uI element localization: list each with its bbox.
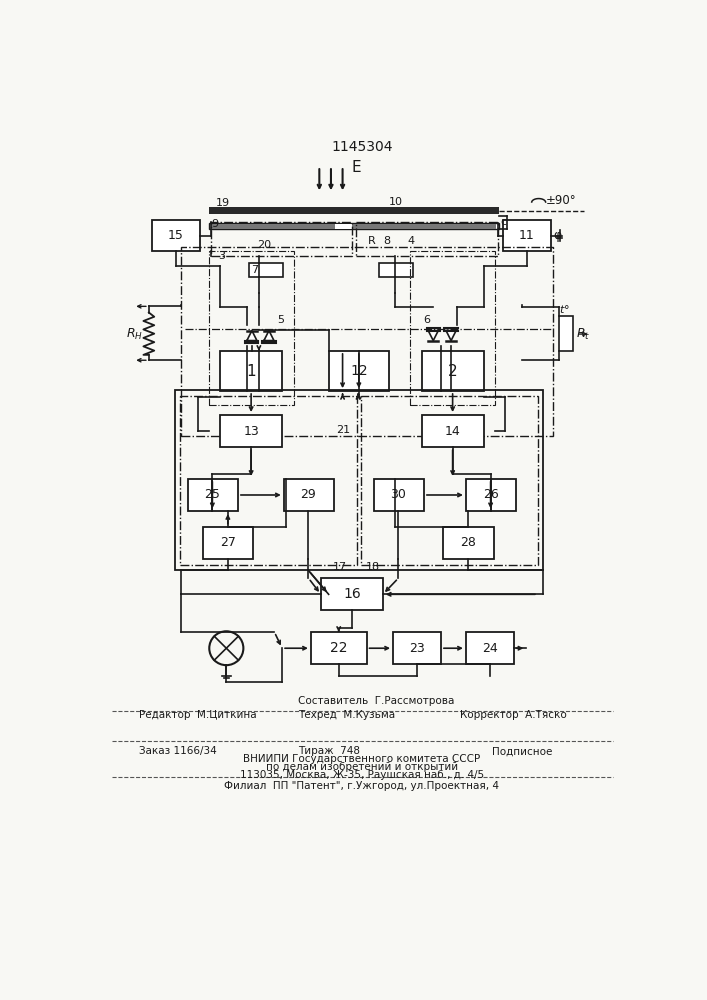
Text: $t°$: $t°$ (559, 303, 570, 315)
Text: 23: 23 (409, 642, 425, 655)
Bar (211, 222, 352, 256)
Text: Составитель  Г.Рассмотрова: Составитель Г.Рассмотрова (298, 696, 454, 706)
Bar (175, 389, 543, 570)
Bar (466, 632, 514, 664)
Bar (373, 479, 424, 511)
Text: по делам изобретений и открытий: по делам изобретений и открытий (266, 762, 458, 772)
Text: Техред  М.Кузьма: Техред М.Кузьма (298, 710, 395, 720)
Bar (180, 396, 356, 565)
Text: 27: 27 (220, 536, 236, 549)
Text: 28: 28 (460, 536, 476, 549)
Text: 18: 18 (366, 562, 380, 572)
Text: 7: 7 (251, 265, 258, 275)
Text: Филиал  ПП "Патент", г.Ужгород, ул.Проектная, 4: Филиал ПП "Патент", г.Ужгород, ул.Проект… (224, 781, 499, 791)
Bar (311, 632, 367, 664)
Bar (209, 223, 499, 229)
Text: 26: 26 (483, 488, 498, 501)
Text: 8: 8 (383, 236, 390, 246)
Text: 30: 30 (390, 488, 407, 501)
Text: ВНИИПИ Государственного комитета СССР: ВНИИПИ Государственного комитета СССР (243, 754, 481, 764)
Text: Корректор  А.Тяско: Корректор А.Тяско (460, 710, 567, 720)
Bar (209, 207, 499, 214)
Text: 16: 16 (343, 587, 361, 601)
Text: 13: 13 (243, 425, 259, 438)
Text: ±90°: ±90° (546, 194, 576, 207)
Bar (329, 351, 389, 391)
Bar (209, 251, 293, 405)
Bar (284, 479, 334, 511)
Bar (352, 224, 496, 229)
Text: 6: 6 (423, 315, 430, 325)
Polygon shape (247, 331, 257, 341)
Text: $R_H$: $R_H$ (127, 327, 144, 342)
Text: 15: 15 (168, 229, 184, 242)
Text: φ: φ (554, 229, 561, 242)
Text: R: R (368, 236, 375, 246)
Text: 24: 24 (482, 642, 498, 655)
Text: 19: 19 (216, 198, 230, 208)
Text: Тираж  748: Тираж 748 (298, 746, 360, 756)
Bar (421, 351, 484, 391)
Bar (503, 220, 551, 251)
Text: 12: 12 (350, 364, 368, 378)
Bar (249, 263, 283, 277)
Bar (559, 316, 573, 351)
Text: 22: 22 (330, 641, 347, 655)
Text: 5: 5 (276, 315, 284, 325)
Bar (220, 415, 282, 447)
Text: 11: 11 (519, 229, 535, 242)
Text: 1145304: 1145304 (331, 140, 392, 154)
Text: 10: 10 (389, 197, 403, 207)
Text: 29: 29 (300, 488, 316, 501)
Text: E: E (352, 160, 361, 175)
Text: 21: 21 (337, 425, 351, 435)
Bar (361, 396, 538, 565)
Bar (379, 263, 413, 277)
Text: 9: 9 (211, 219, 218, 229)
Polygon shape (428, 331, 438, 341)
Bar (211, 224, 335, 229)
Text: 2: 2 (448, 364, 457, 379)
Text: Редактор  М.Циткина: Редактор М.Циткина (139, 710, 257, 720)
Bar (356, 222, 498, 256)
Text: c: c (501, 217, 507, 227)
Bar (466, 479, 516, 511)
Text: 4: 4 (408, 236, 415, 246)
Bar (443, 527, 493, 559)
Polygon shape (264, 331, 274, 341)
Bar (421, 415, 484, 447)
Text: Подписное: Подписное (492, 746, 553, 756)
Bar (182, 247, 554, 436)
Text: Заказ 1166/34: Заказ 1166/34 (139, 746, 216, 756)
Text: 20: 20 (257, 240, 271, 250)
Text: 3: 3 (218, 251, 226, 261)
Text: 1: 1 (246, 364, 256, 379)
Bar (187, 479, 238, 511)
Text: 17: 17 (333, 562, 347, 572)
Bar (410, 251, 495, 405)
Text: 14: 14 (445, 425, 460, 438)
Bar (152, 220, 200, 251)
Bar (203, 527, 253, 559)
Text: $R_t$: $R_t$ (575, 327, 590, 342)
Text: 25: 25 (204, 488, 221, 501)
Text: 113035, Москва, Ж-35, Раушская наб., д. 4/5: 113035, Москва, Ж-35, Раушская наб., д. … (240, 770, 484, 780)
Bar (393, 632, 441, 664)
Polygon shape (446, 331, 456, 341)
Bar (321, 578, 383, 610)
Bar (220, 351, 282, 391)
Bar (335, 224, 352, 229)
